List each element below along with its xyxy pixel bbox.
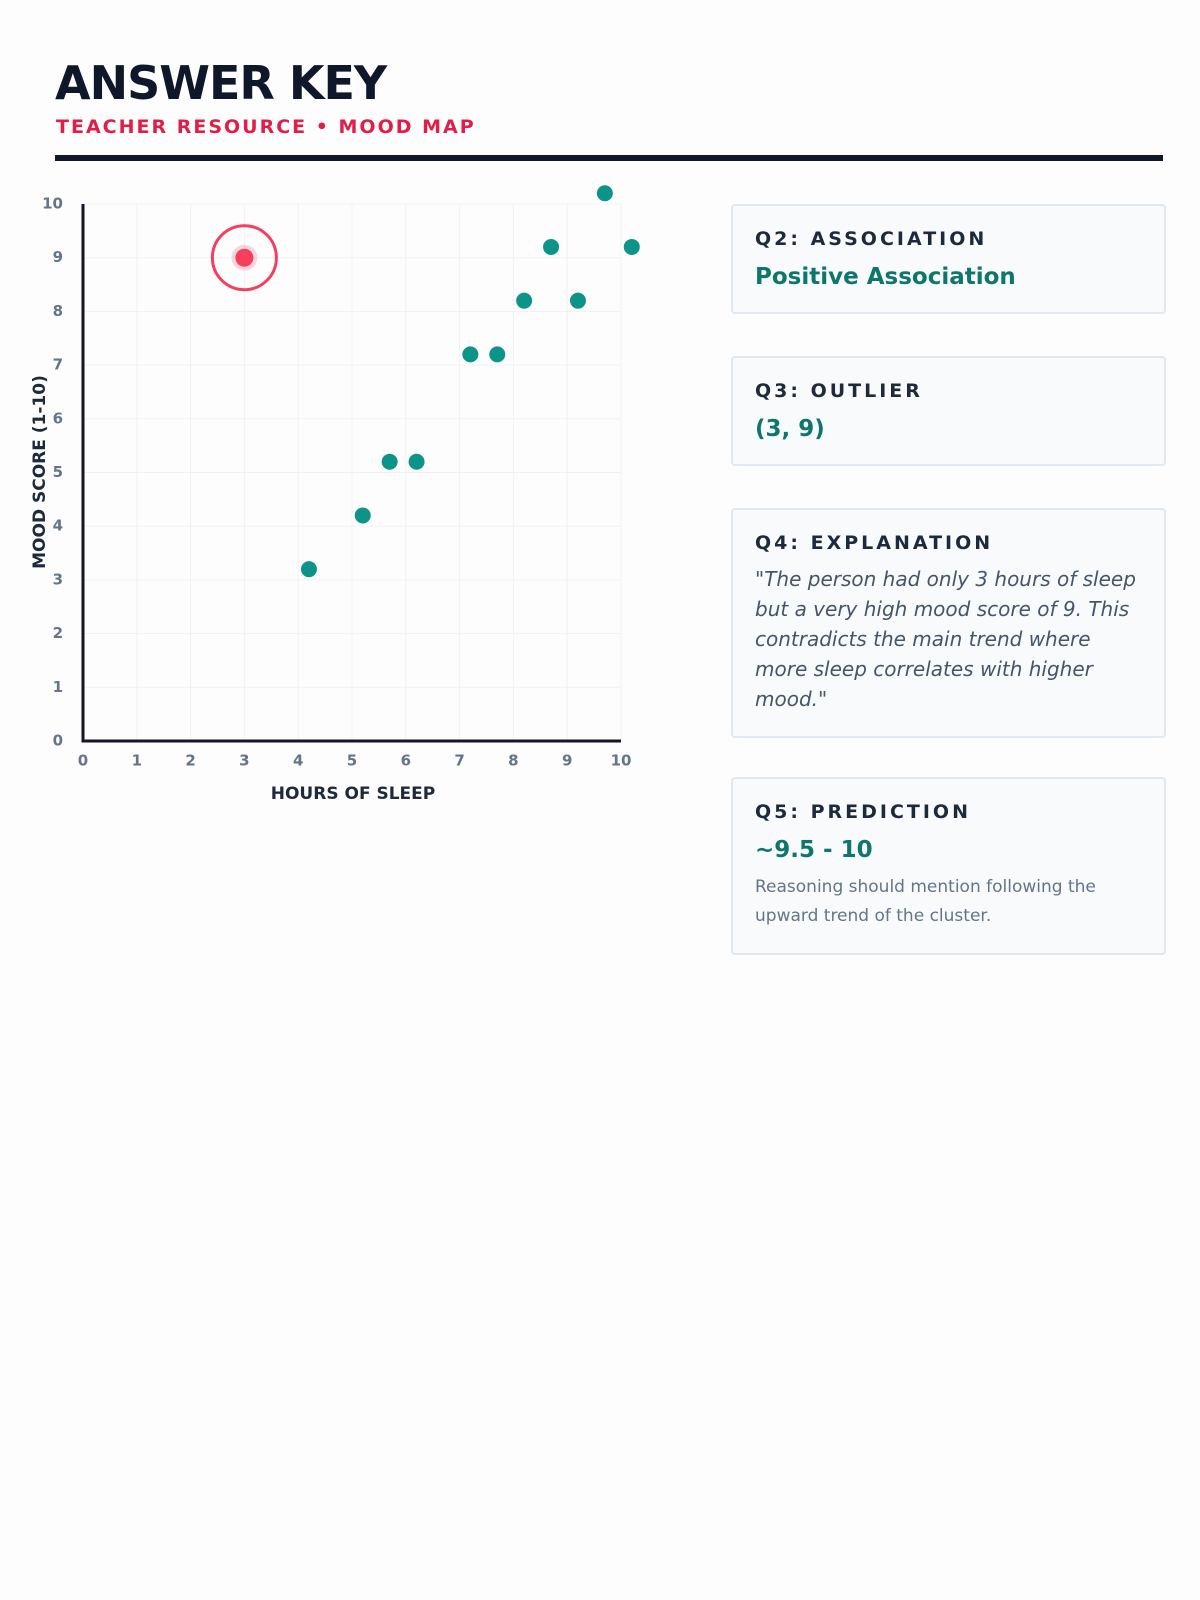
- data-point: [596, 185, 613, 202]
- x-tick-label: 10: [611, 752, 632, 770]
- answer: ~9.5 - 10: [755, 837, 873, 863]
- data-point: [354, 507, 371, 524]
- y-tick-label: 10: [42, 195, 63, 213]
- x-tick-label: 4: [293, 752, 303, 770]
- y-tick-label: 7: [53, 356, 63, 374]
- question-label: Q3: OUTLIER: [755, 380, 923, 402]
- outlier-ring: [210, 224, 278, 292]
- y-tick-label: 4: [53, 517, 63, 535]
- data-point: [462, 346, 479, 363]
- answer-card: Q4: EXPLANATION "The person had only 3 h…: [731, 508, 1166, 738]
- x-tick-label: 1: [132, 752, 142, 770]
- x-axis-label: HOURS OF SLEEP: [271, 784, 435, 804]
- answer: "The person had only 3 hours of sleep bu…: [755, 567, 1136, 711]
- answer-card: Q3: OUTLIER (3, 9): [731, 356, 1166, 466]
- page-subtitle: TEACHER RESOURCE • MOOD MAP: [56, 116, 476, 138]
- y-tick-label: 3: [53, 570, 63, 588]
- x-tick-label: 5: [347, 752, 357, 770]
- y-tick-label: 8: [53, 302, 63, 320]
- y-tick-label: 5: [53, 463, 63, 481]
- x-tick-label: 9: [562, 752, 572, 770]
- question-label: Q5: PREDICTION: [755, 801, 971, 823]
- data-point: [300, 561, 317, 578]
- x-tick-label: 3: [239, 752, 249, 770]
- answer-card: Q2: ASSOCIATION Positive Association: [731, 204, 1166, 314]
- data-point: [543, 238, 560, 255]
- data-point: [569, 292, 586, 309]
- x-tick-label: 6: [401, 752, 411, 770]
- outlier-point: [235, 248, 254, 267]
- y-tick-label: 0: [53, 732, 63, 750]
- data-point: [381, 453, 398, 470]
- answer-note: Reasoning should mention following the u…: [755, 877, 1096, 926]
- answer: Positive Association: [755, 264, 1016, 290]
- chart: HOURS OF SLEEP MOOD SCORE (1-10) 0 1 2 3 4 5 6…: [30, 185, 640, 804]
- x-tick-label: 2: [185, 752, 195, 770]
- question-label: Q4: EXPLANATION: [755, 532, 994, 554]
- answer: (3, 9): [755, 416, 825, 442]
- grid: [82, 203, 622, 742]
- y-tick-label: 6: [53, 409, 63, 427]
- y-axis-label: MOOD SCORE (1-10): [30, 375, 50, 569]
- x-tick-label: 7: [454, 752, 464, 770]
- question-label: Q2: ASSOCIATION: [755, 228, 988, 250]
- x-tick-label: 0: [78, 752, 88, 770]
- data-point: [489, 346, 506, 363]
- x-tick-label: 8: [508, 752, 518, 770]
- y-tick-label: 2: [53, 624, 63, 642]
- y-tick-label: 1: [53, 678, 63, 696]
- data-point: [623, 238, 640, 255]
- y-tick-label: 9: [53, 248, 63, 266]
- answer-card: Q5: PREDICTION ~9.5 - 10 Reasoning shoul…: [731, 777, 1166, 955]
- data-point: [516, 292, 533, 309]
- page-title: ANSWER KEY: [55, 56, 387, 110]
- header-rule: [55, 155, 1163, 161]
- data-point: [408, 453, 425, 470]
